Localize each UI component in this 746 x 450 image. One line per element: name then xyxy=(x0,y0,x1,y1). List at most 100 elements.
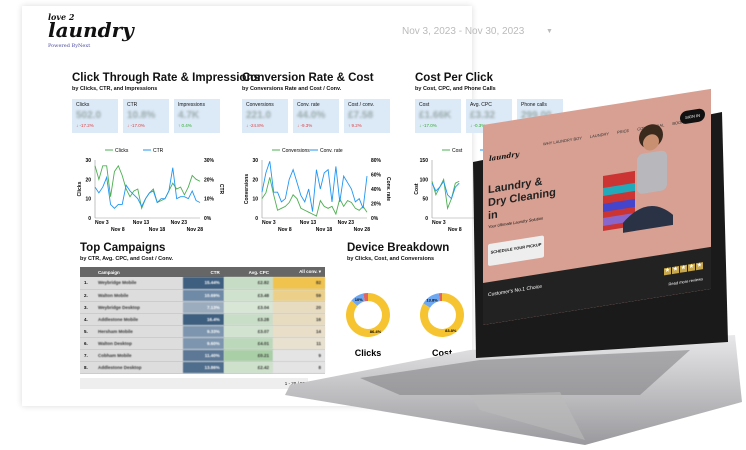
row-rank: 6. xyxy=(80,337,94,350)
column-header[interactable]: CTR xyxy=(183,267,224,277)
slice-label: 83.8% xyxy=(445,328,457,333)
x-tick-label: Nov 3 xyxy=(262,220,276,226)
kpi-label: Avg. CPC xyxy=(470,102,492,108)
y2-tick-label: 30% xyxy=(204,158,215,164)
y2-tick-label: 40% xyxy=(371,187,382,193)
series-line-conv-rate xyxy=(261,161,368,212)
kpi-value: 502.0 xyxy=(76,110,102,121)
x-tick-label: Nov 13 xyxy=(300,220,317,226)
legend-label: Conv. rate xyxy=(320,148,343,154)
ctr-cell: 16.4% xyxy=(183,313,224,326)
y-tick-label: 30 xyxy=(252,158,258,164)
table-row[interactable]: 5. Hersham Mobile 9.33% £3.07 14 xyxy=(80,325,325,338)
star-rating: ★ ★ ★ ★ ★ xyxy=(664,262,703,276)
x-tick-label: Nov 18 xyxy=(149,227,166,233)
cpc-cell: £2.82 xyxy=(223,277,273,290)
x-tick-label: Nov 13 xyxy=(133,220,150,226)
campaign-name: Walton Mobile xyxy=(94,289,184,302)
donut-slice[interactable] xyxy=(438,293,442,302)
conv-cell: 16 xyxy=(273,313,325,326)
x-tick-label: Nov 23 xyxy=(338,220,355,226)
y-tick-label: 0 xyxy=(255,216,258,222)
kpi-label: Conversions xyxy=(246,102,274,108)
kpi-delta: ↑ 0.4% xyxy=(178,123,192,128)
y-tick-label: 20 xyxy=(85,177,91,183)
section-subtitle: by Clicks, CTR, and Impressions xyxy=(72,86,158,92)
kpi-label: Clicks xyxy=(76,102,90,108)
top-campaigns: Top Campaigns by CTR, Avg. CPC, and Cost… xyxy=(80,242,325,389)
table-row[interactable]: 3. Weybridge Desktop 7.13% £3.04 20 xyxy=(80,301,325,314)
row-rank: 3. xyxy=(80,301,94,314)
donut-slice[interactable] xyxy=(351,293,365,306)
series-line-ctr xyxy=(94,167,201,209)
schedule-pickup-button[interactable]: SCHEDULE YOUR PICKUP xyxy=(488,235,544,267)
kpi-value: £1.66K xyxy=(419,110,452,121)
ctr-cell: 13.86% xyxy=(183,361,224,374)
device-breakdown: Device Breakdown by Clicks, Cost, and Co… xyxy=(347,242,449,262)
x-tick-label: Nov 23 xyxy=(171,220,188,226)
kpi-value: 4.7K xyxy=(178,110,200,121)
donut-slice[interactable] xyxy=(346,293,390,338)
cpc-cell: £2.42 xyxy=(223,361,273,374)
table-header: Campaign CTR Avg. CPC All conv. ▾ xyxy=(80,267,325,277)
ctr-cell: 7.13% xyxy=(183,301,224,314)
campaign-name: Addlestone Mobile xyxy=(94,313,184,326)
table-row[interactable]: 4. Addlestone Mobile 16.4% £3.28 16 xyxy=(80,313,325,326)
campaign-name: Weybridge Desktop xyxy=(94,301,184,314)
sign-in-button[interactable]: SIGN IN xyxy=(680,107,705,125)
table-row[interactable]: 2. Walton Mobile 10.69% £3.48 59 xyxy=(80,289,325,302)
kpi-value: 44.0% xyxy=(297,110,326,121)
kpi-delta: ↑ 9.2% xyxy=(348,123,362,128)
series-line-conversions xyxy=(261,177,368,217)
series-line-avg-cpc xyxy=(431,180,460,200)
x-tick-label: Nov 3 xyxy=(432,220,446,226)
y2-tick-label: 20% xyxy=(371,202,382,208)
donut-slice[interactable] xyxy=(363,293,368,302)
kpi-delta: ↓ -17.2% xyxy=(76,123,94,128)
y-axis-label: Clicks xyxy=(77,181,83,196)
legend-label: Clicks xyxy=(115,148,129,154)
section-title: Device Breakdown xyxy=(347,242,450,254)
y-tick-label: 0 xyxy=(425,216,428,222)
section-subtitle: by Cost, CPC, and Phone Calls xyxy=(415,86,496,92)
donut-slice[interactable] xyxy=(420,293,464,338)
kpi-card: Impressions 4.7K ↑ 0.4% xyxy=(174,99,220,133)
brand-logo: love 2 laundry Powered ByNext xyxy=(48,12,134,49)
kpi-value: 10.8% xyxy=(127,110,156,121)
laptop-screen-website: laundry WHY LAUNDRY BOYLAUNDRYPRICECOMME… xyxy=(483,88,711,326)
y2-axis-label: Conv. rate xyxy=(385,177,391,201)
kpi-label: Conv. rate xyxy=(297,102,320,108)
band-title: Customer's No.1 Choice xyxy=(488,283,543,299)
x-tick-label: Nov 8 xyxy=(111,227,125,233)
kpi-value: £7.58 xyxy=(348,110,374,121)
donut-title: Clicks xyxy=(355,348,382,358)
row-rank: 4. xyxy=(80,313,94,326)
kpi-card: Cost / conv. £7.58 ↑ 9.2% xyxy=(344,99,390,133)
table-row[interactable]: 1. Weybridge Mobile 15.44% £2.82 82 xyxy=(80,277,325,290)
legend-label: Conversions xyxy=(282,148,310,154)
donut-slice[interactable] xyxy=(423,293,440,308)
y-tick-label: 10 xyxy=(85,197,91,203)
kpi-card: Conversions 221.0 ↓ -24.8% xyxy=(242,99,288,133)
kpi-card: Clicks 502.0 ↓ -17.2% xyxy=(72,99,118,133)
legend-label: Cost xyxy=(452,148,463,154)
date-range-picker[interactable]: Nov 3, 2023 - Nov 30, 2023 xyxy=(402,26,525,37)
kpi-delta: ↓ -17.0% xyxy=(419,123,437,128)
cpc-cell: £0.21 xyxy=(223,349,273,362)
y-tick-label: 50 xyxy=(422,197,428,203)
y-axis-label: Cost xyxy=(414,183,420,194)
y2-tick-label: 20% xyxy=(204,177,215,183)
column-header[interactable]: All conv. ▾ xyxy=(273,267,325,277)
kpi-card: Cost £1.66K ↓ -17.0% xyxy=(415,99,461,133)
row-rank: 5. xyxy=(80,325,94,338)
section-title: Cost Per Click xyxy=(415,72,493,84)
slice-label: 13.8% xyxy=(426,297,438,302)
row-rank: 2. xyxy=(80,289,94,302)
column-header[interactable]: Campaign xyxy=(94,267,184,277)
campaign-name: Weybridge Mobile xyxy=(94,277,184,290)
site-nav-item[interactable]: WHY LAUNDRY BOY xyxy=(543,135,582,147)
chevron-down-icon[interactable]: ▼ xyxy=(546,28,553,35)
ctr-cell: 11.40% xyxy=(183,349,224,362)
reviews-link[interactable]: Read more reviews xyxy=(668,276,703,287)
column-header[interactable]: Avg. CPC xyxy=(223,267,273,277)
